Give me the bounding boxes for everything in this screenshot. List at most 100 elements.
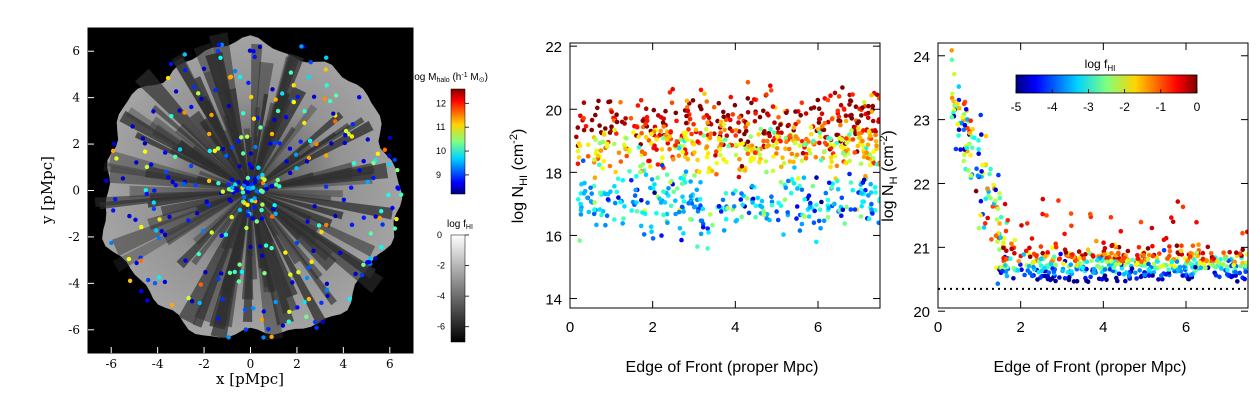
nhi-point [585, 154, 591, 159]
nh-point [1167, 248, 1173, 254]
nhi-point [866, 128, 872, 134]
nhi-point [588, 199, 594, 204]
nh-point [1122, 255, 1127, 261]
nh-point [1091, 267, 1097, 272]
nhi-point [693, 127, 699, 133]
nh-point [1038, 244, 1044, 249]
nhi-point [835, 187, 841, 192]
nhi-point [615, 176, 621, 182]
nhi-point [802, 214, 807, 219]
halo-point [349, 185, 354, 190]
halo-point [239, 269, 245, 275]
nhi-point [722, 127, 727, 133]
nhi-point [614, 119, 620, 125]
nh-point [956, 127, 962, 132]
halo-point [311, 248, 316, 253]
nhi-point [639, 130, 644, 136]
halo-point [306, 74, 312, 80]
nhi-point [631, 130, 636, 135]
nhi-point [578, 191, 584, 196]
nhi-point [769, 203, 775, 208]
nh-point [1015, 268, 1021, 273]
shadow-ray [250, 190, 276, 293]
nhi-point [796, 176, 801, 181]
shadow-ray [192, 190, 251, 246]
nhi-point [839, 145, 845, 150]
nhi-point [871, 149, 876, 154]
halo-point [166, 175, 171, 180]
nh-x-ticks: 0 2 4 6 [934, 43, 1190, 336]
nhi-point [698, 203, 703, 208]
halo-point [252, 54, 257, 60]
nhi-point [686, 201, 691, 206]
nhi-point [798, 113, 803, 118]
nhi-point [829, 116, 835, 122]
halo-point [248, 151, 253, 156]
nh-point [1012, 237, 1018, 243]
nhi-point [698, 231, 704, 237]
nhi-point [745, 79, 751, 85]
halo-point [228, 74, 234, 80]
nh-point [1224, 264, 1230, 269]
nh-point [970, 126, 975, 132]
nh-point [1058, 251, 1063, 257]
halo-point [304, 275, 310, 281]
nhi-point [870, 103, 876, 109]
nh-point [1053, 278, 1058, 284]
nh-x-axis-label: Edge of Front (proper Mpc) [994, 359, 1187, 376]
halo-point [353, 271, 358, 277]
nhi-point [870, 118, 876, 124]
shadow-ray [250, 114, 260, 191]
y-tick-label: 21 [913, 240, 930, 257]
nhi-point [859, 191, 864, 196]
nh-point [993, 233, 999, 238]
map-x-tick-label: -4 [152, 357, 164, 371]
fhi-colorbar-tick-label: -2 [437, 261, 445, 271]
nh-frame [937, 42, 1249, 309]
nhi-point [714, 160, 719, 166]
nh-point [1094, 257, 1100, 263]
nh-point [997, 195, 1003, 201]
halo-point [109, 240, 114, 246]
nhi-point [847, 171, 852, 177]
nhi-point [620, 178, 626, 183]
nhi-point [659, 233, 664, 238]
nh-point [1180, 273, 1185, 278]
nh-point [998, 214, 1004, 220]
halo-point [157, 275, 162, 280]
nh-point [1076, 249, 1082, 254]
shadow-ray [198, 190, 251, 214]
halo-point [273, 97, 278, 102]
nhi-point [664, 211, 670, 217]
nhi-point [575, 161, 581, 167]
nhi-point [791, 125, 797, 130]
nhi-point [681, 199, 687, 204]
nhi-point [813, 154, 819, 160]
nh-point [1244, 252, 1248, 257]
nh-point [1134, 276, 1139, 281]
shadow-ray [108, 150, 251, 191]
halo-point [302, 299, 307, 305]
nhi-point [806, 214, 812, 219]
nhi-point [684, 98, 690, 104]
nhi-point [797, 228, 803, 233]
halo-point [173, 154, 178, 159]
halo-point [386, 192, 391, 198]
nh-point [1233, 269, 1238, 275]
nhi-point [736, 120, 741, 125]
nh-point [1108, 258, 1114, 264]
y-tick-label: 22 [913, 176, 930, 193]
nh-point [1102, 252, 1107, 257]
nh-point [1019, 267, 1024, 273]
halo-point [186, 295, 191, 301]
halo-point [227, 270, 233, 275]
halo-colorbar-tick-label: 9 [436, 170, 441, 180]
nh-point [1057, 256, 1063, 262]
nhi-point [644, 114, 650, 120]
nhi-point [683, 130, 689, 135]
halo-point [162, 279, 168, 285]
nh-point [961, 127, 967, 133]
x-tick-label: 0 [934, 319, 942, 336]
nhi-point [761, 108, 766, 114]
